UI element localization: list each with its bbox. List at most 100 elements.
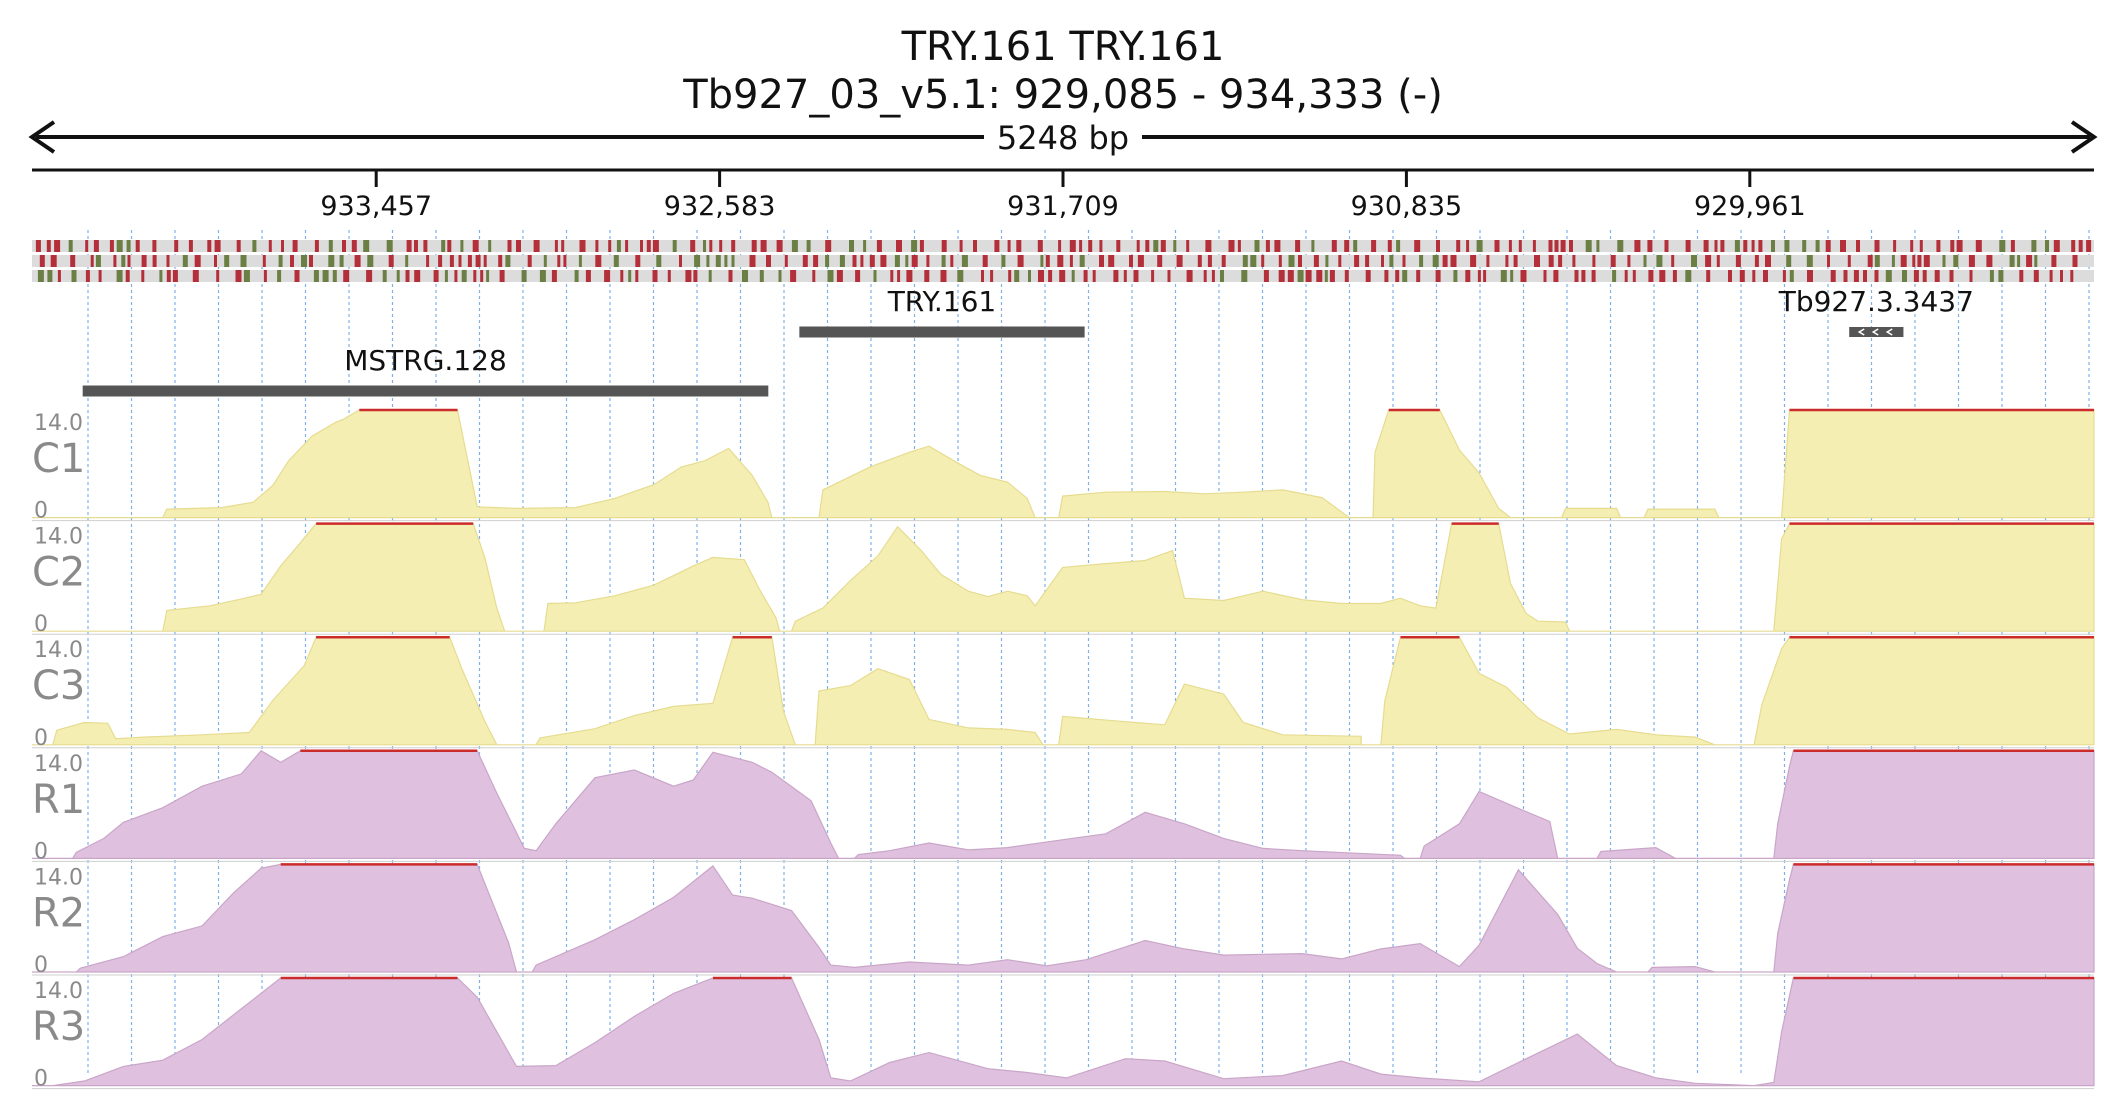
variant-marker [1807,270,1813,282]
variant-marker [890,270,894,282]
variant-marker [919,240,924,252]
variant-marker [2051,255,2057,267]
variant-marker [1453,270,1458,282]
variant-marker [911,255,918,267]
variant-marker [152,255,157,267]
variant-marker [827,270,834,282]
variant-marker [863,240,867,252]
variant-marker [1048,270,1053,282]
variant-marker [2033,270,2039,282]
variant-marker [1720,240,1725,252]
variant-marker [1510,270,1514,282]
variant-marker [322,270,329,282]
variant-marker [1856,240,1860,252]
variant-marker [760,240,767,252]
variant-marker [880,255,887,267]
variant-marker [941,255,946,267]
track-max-label: 14.0 [34,979,83,1004]
variant-marker [911,240,918,252]
variant-marker [1228,240,1235,252]
variant-marker [1671,255,1675,267]
variant-marker [1058,240,1062,252]
variant-marker [2031,240,2037,252]
variant-marker [1450,255,1457,267]
variant-marker [709,240,713,252]
variant-marker [1867,255,1873,267]
variant-marker [1436,240,1440,252]
variant-marker [313,270,319,282]
variant-marker [527,255,532,267]
variant-marker [1548,240,1553,252]
variant-marker [1167,270,1171,282]
variant-marker [1465,270,1471,282]
variant-marker [262,255,266,267]
variant-marker [1045,255,1050,267]
variant-marker [116,240,123,252]
variant-marker [646,240,651,252]
variant-marker [406,240,412,252]
variant-marker [441,240,446,252]
variant-marker [2060,270,2063,282]
variant-marker [1313,255,1319,267]
variant-marker [414,240,418,252]
variant-marker [2049,270,2053,282]
variant-marker [728,270,733,282]
ruler-tick-label: 933,457 [320,191,432,222]
variant-marker [656,255,662,267]
variant-marker [543,255,547,267]
variant-marker [1843,270,1848,282]
span-label-bg [984,120,1142,156]
variant-marker [1513,255,1518,267]
variant-marker [1934,270,1940,282]
variant-marker [1703,240,1709,252]
variant-marker [98,270,102,282]
variant-marker [1470,255,1477,267]
variant-marker [1136,240,1140,252]
variant-marker [613,255,619,267]
variant-marker [802,255,808,267]
variant-marker [426,255,430,267]
variant-marker [194,255,201,267]
variant-marker [277,270,282,282]
variant-marker [926,255,930,267]
variant-marker [635,255,641,267]
variant-marker [396,270,400,282]
variant-marker [1083,270,1088,282]
variant-marker [1365,270,1371,282]
variant-marker [1384,270,1389,282]
variant-marker [1160,240,1166,252]
variant-marker [791,240,798,252]
variant-marker [1371,240,1377,252]
variant-marker [521,270,527,282]
variant-marker [1287,270,1294,282]
variant-marker [1419,255,1424,267]
variant-marker [309,255,313,267]
variant-marker [1664,240,1669,252]
variant-marker [354,255,361,267]
chart-subtitle: Tb927_03_v5.1: 929,085 - 934,333 (-) [683,72,1443,118]
variant-marker [1999,240,2006,252]
variant-marker [1316,270,1323,282]
variant-marker [1113,270,1119,282]
variant-marker [382,270,387,282]
variant-marker [693,270,698,282]
variant-marker [1442,255,1448,267]
variant-marker [294,270,300,282]
variant-marker [135,240,140,252]
variant-marker [243,270,250,282]
variant-marker [1466,240,1470,252]
variant-marker [839,255,845,267]
variant-marker [852,255,857,267]
variant-marker [1116,240,1121,252]
variant-marker [1950,240,1955,252]
variant-marker [1028,270,1031,282]
variant-marker [1705,255,1712,267]
variant-marker [973,240,977,252]
gene-feature [82,385,769,397]
variant-marker [1815,240,1820,252]
variant-marker [1752,270,1756,282]
variant-marker [263,270,267,282]
variant-marker [1825,240,1831,252]
variant-marker [1853,270,1859,282]
variant-marker [1494,240,1500,252]
